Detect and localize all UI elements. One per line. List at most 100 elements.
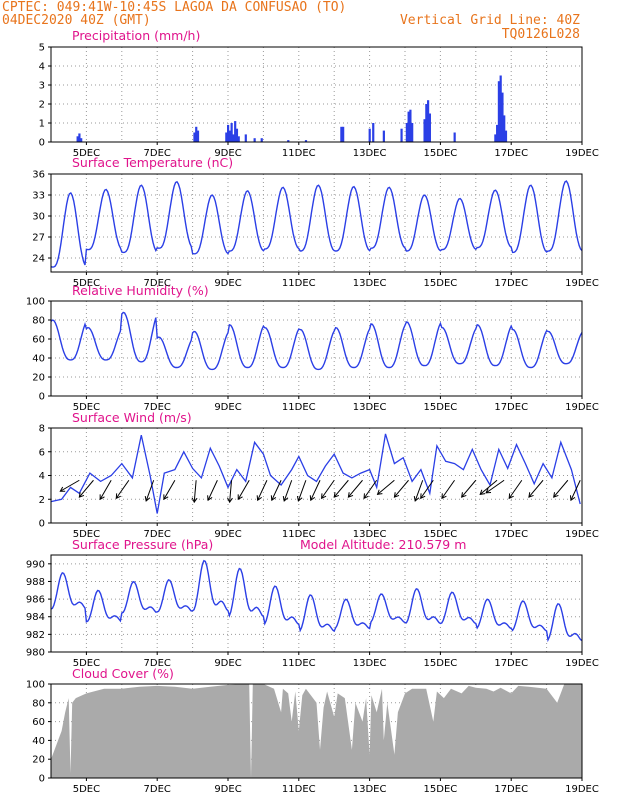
wind-vector [78,479,94,498]
precip-bar [227,124,230,142]
humidity-xtick-label: 13DEC [353,402,387,413]
wind-vector-head [115,493,121,500]
wind-xtick-label: 5DEC [73,529,100,540]
precip-bar [253,138,256,142]
wind-vector-head [485,488,492,494]
wind-vector-head [296,495,303,502]
precip-bar [260,138,263,142]
wind-vector [508,479,523,499]
precip-bar [504,130,508,142]
precip-bar [340,126,343,142]
precip-bar [382,130,385,142]
run-code-header: TQ0126L028 [501,27,580,42]
wind-xtick-label: 11DEC [282,529,316,540]
wind-ytick-label: 0 [39,519,45,530]
wind-vector [485,479,505,494]
temperature-xtick-label: 5DEC [73,278,100,289]
wind-vector [363,479,378,499]
precip-bar [78,133,81,142]
wind-xtick-label: 13DEC [353,529,387,540]
cloud-ytick-label: 40 [32,736,45,747]
wind-vector-head [333,492,340,498]
humidity-xtick-label: 11DEC [282,402,316,413]
wind-vector-head [78,492,85,498]
precip-bar [342,126,345,142]
cloud-xtick-label: 13DEC [353,784,387,795]
precip-bar [496,124,499,142]
wind-vector-head [441,493,447,500]
cloud-ytick-label: 0 [39,774,45,785]
precip-bar [453,132,456,142]
pressure-xtick-label: 17DEC [494,658,528,669]
humidity-xtick-label: 19DEC [565,402,599,413]
wind-vector-head [376,489,383,496]
precipitation-xtick-label: 7DEC [144,148,171,159]
precip-bar [235,128,239,142]
wind-vector [321,479,335,499]
wind-vector [193,480,197,503]
wind-vector [553,479,569,498]
wind-ytick-label: 6 [39,447,45,458]
precipitation-xtick-label: 11DEC [282,148,316,159]
pressure-xtick-label: 15DEC [424,658,458,669]
precip-bar [225,132,228,142]
cloud-xtick-label: 11DEC [282,784,316,795]
precipitation-xtick-label: 19DEC [565,148,599,159]
wind-title: Surface Wind (m/s) [72,410,192,425]
precip-bar [499,75,502,142]
pressure-ytick-label: 984 [26,612,45,623]
temperature-ytick-label: 24 [32,254,45,265]
precip-bar [237,136,240,142]
pressure-ytick-label: 990 [26,559,45,570]
humidity-ytick-label: 60 [32,335,45,346]
wind-vector [283,480,293,502]
wind-vector [229,480,233,503]
wind-speed-series [50,433,581,514]
cloud-xtick-label: 17DEC [494,784,528,795]
wind-vector-head [321,493,327,500]
precipitation-xtick-label: 13DEC [353,148,387,159]
cloud-xtick-label: 7DEC [144,784,171,795]
temperature-xtick-label: 13DEC [353,278,387,289]
humidity-ytick-label: 100 [26,297,45,308]
wind-vector [394,479,409,498]
precipitation-xtick-label: 5DEC [73,148,100,159]
humidity-xtick-label: 9DEC [214,402,241,413]
wind-vector [347,479,363,498]
precip-bar [287,140,290,142]
pressure-xtick-label: 9DEC [214,658,241,669]
cloud-cover-area [51,684,582,778]
cloud-ytick-label: 20 [32,755,45,766]
temperature-xtick-label: 15DEC [424,278,458,289]
wind-vector [528,479,544,498]
precip-bar [234,121,237,142]
wind-vector-head [191,497,198,504]
humidity-xtick-label: 15DEC [424,402,458,413]
wind-vector-head [59,486,66,492]
temperature-ytick-label: 30 [32,212,45,223]
wind-vector-head [227,497,233,504]
temperature-ytick-label: 36 [32,170,45,181]
precip-bar [501,92,504,142]
precip-bar [244,134,247,142]
model-altitude-annotation: Model Altitude: 210.579 m [300,537,466,552]
pressure-xtick-label: 5DEC [73,658,100,669]
precipitation-ytick-label: 3 [39,81,45,92]
precip-bar [407,111,410,142]
cloud-ytick-label: 60 [32,717,45,728]
wind-vector [207,480,218,501]
precipitation-ytick-label: 4 [39,62,45,73]
precip-bar [80,138,83,142]
precip-bar [196,130,200,142]
precip-bar [409,109,412,142]
temperature-xtick-label: 19DEC [565,278,599,289]
precip-bar [405,123,408,142]
humidity-series [50,311,583,371]
wind-vector-head [413,495,420,502]
wind-vector [461,479,477,498]
wind-vector-head [479,489,486,496]
header: CPTEC: 049:41W-10:45S LAGOA DA CONFUSAO … [0,0,618,48]
temperature-xtick-label: 17DEC [494,278,528,289]
pressure-frame [50,554,583,653]
